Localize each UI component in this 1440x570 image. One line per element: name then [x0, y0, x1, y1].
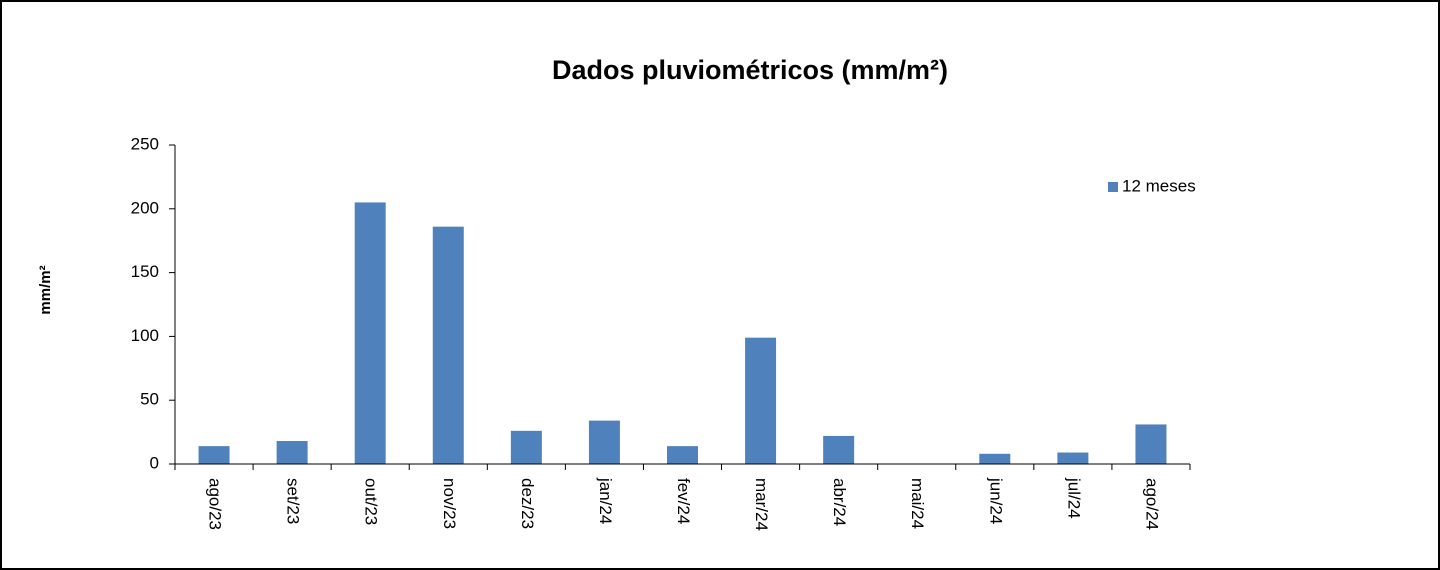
y-tick-label: 50 [140, 390, 159, 409]
bar [432, 226, 464, 464]
legend-label: 12 meses [1122, 176, 1196, 195]
y-tick-label: 150 [131, 262, 159, 281]
bar [979, 453, 1011, 464]
bar [510, 430, 542, 464]
x-tick-label: fev/24 [674, 478, 693, 524]
x-tick-label: jun/24 [986, 477, 1005, 524]
bar [1135, 424, 1167, 464]
y-tick-label: 0 [150, 453, 159, 472]
legend-swatch [1108, 182, 1118, 192]
x-tick-label: dez/23 [518, 478, 537, 529]
x-tick-label: ago/24 [1142, 478, 1161, 530]
x-tick-label: jan/24 [596, 477, 615, 524]
x-tick-label: abr/24 [830, 478, 849, 526]
bar [588, 420, 620, 464]
x-tick-label: nov/23 [440, 478, 459, 529]
y-axis-title: mm/m² [37, 265, 54, 314]
y-tick-label: 200 [131, 198, 159, 217]
x-tick-label: set/23 [284, 478, 303, 524]
bar [823, 435, 855, 464]
x-tick-label: mai/24 [908, 478, 927, 529]
bar [667, 446, 698, 464]
chart-title: Dados pluviométricos (mm/m²) [552, 55, 948, 85]
bar [276, 441, 308, 464]
x-tick-label: jul/24 [1064, 477, 1083, 519]
y-tick-label: 250 [131, 134, 159, 153]
bar [745, 337, 777, 464]
x-tick-label: ago/23 [206, 478, 225, 530]
bar [198, 446, 230, 464]
x-tick-label: out/23 [362, 478, 381, 525]
bar [354, 202, 386, 465]
bar [1057, 452, 1089, 464]
x-tick-label: mar/24 [752, 478, 771, 531]
y-tick-label: 100 [131, 326, 159, 345]
